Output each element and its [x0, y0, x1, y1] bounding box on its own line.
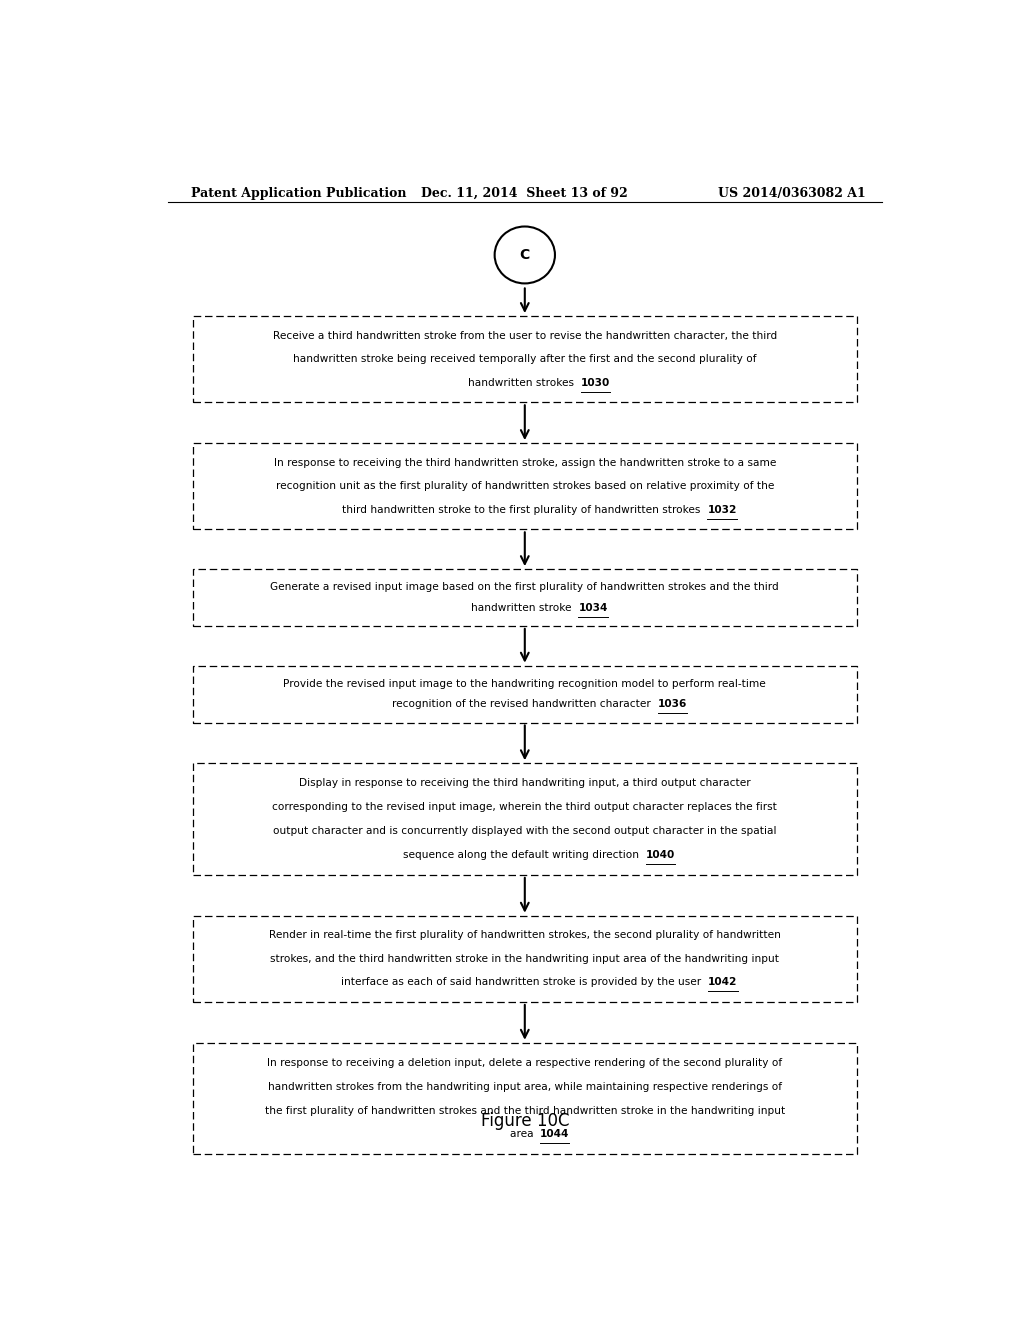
Text: 1036: 1036	[657, 700, 687, 709]
Text: Receive a third handwritten stroke from the user to revise the handwritten chara: Receive a third handwritten stroke from …	[272, 331, 777, 341]
Text: handwritten stroke: handwritten stroke	[471, 603, 579, 612]
Text: 1034: 1034	[579, 603, 608, 612]
Text: 1030: 1030	[582, 378, 610, 388]
Text: recognition of the revised handwritten character: recognition of the revised handwritten c…	[392, 700, 657, 709]
Text: recognition unit as the first plurality of handwritten strokes based on relative: recognition unit as the first plurality …	[275, 482, 774, 491]
Text: handwritten stroke being received temporally after the first and the second plur: handwritten stroke being received tempor…	[293, 354, 757, 364]
Text: area: area	[510, 1130, 540, 1139]
Text: handwritten strokes: handwritten strokes	[468, 378, 582, 388]
Text: sequence along the default writing direction: sequence along the default writing direc…	[403, 850, 646, 859]
Text: Figure 10C: Figure 10C	[480, 1111, 569, 1130]
Text: Generate a revised input image based on the first plurality of handwritten strok: Generate a revised input image based on …	[270, 582, 779, 593]
Text: third handwritten stroke to the first plurality of handwritten strokes: third handwritten stroke to the first pl…	[342, 504, 708, 515]
Text: interface as each of said handwritten stroke is provided by the user: interface as each of said handwritten st…	[341, 977, 709, 987]
Text: Provide the revised input image to the handwriting recognition model to perform : Provide the revised input image to the h…	[284, 678, 766, 689]
Text: In response to receiving the third handwritten stroke, assign the handwritten st: In response to receiving the third handw…	[273, 458, 776, 467]
Text: US 2014/0363082 A1: US 2014/0363082 A1	[718, 187, 866, 199]
Text: handwritten stroke: handwritten stroke	[471, 603, 579, 612]
Text: sequence along the default writing direction: sequence along the default writing direc…	[403, 850, 646, 859]
Text: interface as each of said handwritten stroke is provided by the user: interface as each of said handwritten st…	[341, 977, 709, 987]
Text: corresponding to the revised input image, wherein the third output character rep: corresponding to the revised input image…	[272, 803, 777, 812]
Text: recognition of the revised handwritten character: recognition of the revised handwritten c…	[392, 700, 657, 709]
Text: Dec. 11, 2014  Sheet 13 of 92: Dec. 11, 2014 Sheet 13 of 92	[422, 187, 628, 199]
Text: 1032: 1032	[708, 504, 736, 515]
Text: handwritten strokes: handwritten strokes	[468, 378, 582, 388]
Text: handwritten strokes from the handwriting input area, while maintaining respectiv: handwritten strokes from the handwriting…	[268, 1081, 781, 1092]
Text: 1042: 1042	[709, 977, 737, 987]
Text: strokes, and the third handwritten stroke in the handwriting input area of the h: strokes, and the third handwritten strok…	[270, 954, 779, 964]
Text: third handwritten stroke to the first plurality of handwritten strokes: third handwritten stroke to the first pl…	[342, 504, 708, 515]
Text: 1044: 1044	[540, 1130, 569, 1139]
Text: output character and is concurrently displayed with the second output character : output character and is concurrently dis…	[273, 826, 776, 836]
Text: the first plurality of handwritten strokes and the third handwritten stroke in t: the first plurality of handwritten strok…	[264, 1106, 785, 1115]
Text: Render in real-time the first plurality of handwritten strokes, the second plura: Render in real-time the first plurality …	[269, 931, 780, 940]
Text: Display in response to receiving the third handwriting input, a third output cha: Display in response to receiving the thi…	[299, 779, 751, 788]
Text: In response to receiving a deletion input, delete a respective rendering of the : In response to receiving a deletion inpu…	[267, 1057, 782, 1068]
Text: area: area	[510, 1130, 540, 1139]
Text: C: C	[519, 248, 530, 261]
Text: 1040: 1040	[646, 850, 676, 859]
Text: Patent Application Publication: Patent Application Publication	[191, 187, 407, 199]
